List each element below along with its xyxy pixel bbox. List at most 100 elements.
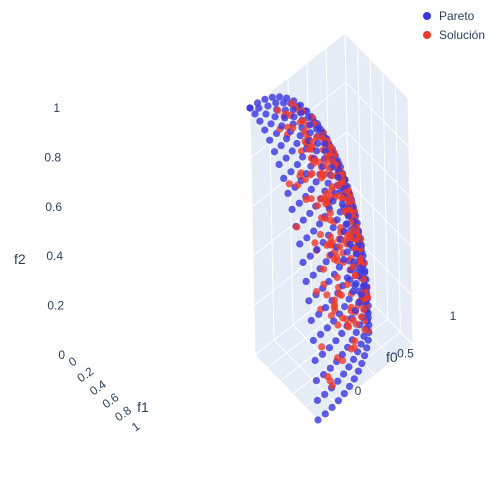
legend-item-pareto[interactable]: Pareto — [418, 6, 498, 25]
gridline — [394, 84, 401, 333]
point-pareto — [359, 282, 367, 291]
point-solucion — [339, 357, 347, 365]
point-solucion — [299, 117, 307, 125]
point-pareto — [329, 224, 337, 232]
y-tick-label: 0 — [66, 354, 80, 369]
point-pareto — [354, 367, 362, 375]
point-pareto — [282, 154, 290, 162]
point-pareto — [349, 287, 357, 295]
point-solucion — [334, 321, 342, 329]
point-pareto — [271, 113, 279, 121]
point-pareto — [296, 240, 304, 248]
point-pareto — [355, 298, 363, 306]
legend-label-pareto: Pareto — [439, 8, 475, 23]
point-pareto — [299, 258, 307, 266]
z-tick-label: 1 — [53, 101, 60, 115]
point-pareto — [309, 336, 317, 345]
point-solucion — [326, 209, 334, 217]
z-tick-label: 0.6 — [45, 200, 62, 214]
point-solucion — [308, 169, 316, 178]
point-solucion — [318, 343, 326, 351]
z-tick-label: 0.4 — [46, 249, 63, 263]
point-solucion — [351, 244, 359, 253]
point-solucion — [313, 202, 322, 210]
point-solucion — [289, 124, 297, 132]
point-pareto — [272, 99, 280, 107]
legend-item-solucion[interactable]: Solución — [418, 25, 498, 44]
point-pareto — [332, 337, 340, 345]
point-pareto — [352, 280, 360, 288]
point-pareto — [295, 199, 303, 207]
point-solucion — [274, 106, 282, 114]
point-pareto — [343, 274, 351, 282]
point-solucion — [330, 296, 339, 304]
point-pareto — [338, 200, 346, 208]
point-pareto — [280, 99, 288, 107]
point-pareto — [340, 370, 348, 378]
z-tick-label: 0.2 — [47, 299, 64, 313]
point-pareto — [343, 220, 351, 228]
point-pareto — [329, 197, 337, 205]
point-pareto — [350, 375, 358, 383]
point-pareto — [341, 303, 349, 311]
legend-swatch-pareto — [423, 11, 431, 20]
point-pareto — [333, 216, 341, 224]
point-pareto — [321, 140, 329, 148]
point-solucion — [311, 239, 319, 247]
point-pareto — [288, 205, 296, 213]
point-pareto — [305, 297, 313, 305]
x-tick-label: 1 — [450, 309, 457, 323]
point-pareto — [338, 329, 346, 337]
point-pareto — [306, 252, 314, 260]
point-pareto — [287, 168, 295, 176]
point-solucion — [328, 238, 336, 247]
point-pareto — [325, 277, 333, 286]
point-pareto — [297, 109, 305, 117]
point-pareto — [289, 106, 297, 114]
point-pareto — [313, 125, 321, 133]
point-pareto — [314, 139, 322, 148]
point-pareto — [352, 250, 360, 258]
legend-swatch-solucion — [423, 30, 431, 39]
point-pareto — [352, 306, 360, 314]
point-pareto — [266, 136, 274, 144]
point-solucion — [344, 322, 352, 330]
point-pareto — [299, 153, 307, 161]
point-pareto — [278, 122, 286, 130]
point-pareto — [346, 240, 354, 248]
point-solucion — [326, 233, 335, 241]
point-pareto — [268, 93, 276, 101]
gridline — [254, 279, 351, 356]
point-pareto — [343, 248, 351, 256]
point-pareto — [306, 209, 314, 217]
x-tick-label: 0.5 — [397, 347, 414, 361]
point-pareto — [262, 110, 270, 118]
point-pareto — [306, 129, 314, 137]
point-pareto — [363, 344, 371, 352]
point-pareto — [316, 220, 324, 228]
point-solucion — [336, 243, 344, 251]
pane-z0 — [255, 280, 413, 420]
point-solucion — [360, 305, 368, 314]
point-solucion — [319, 171, 328, 179]
point-solucion — [323, 155, 331, 163]
gridline — [344, 32, 409, 99]
point-pareto — [312, 377, 320, 385]
point-solucion — [337, 291, 345, 299]
point-pareto — [293, 139, 301, 148]
point-pareto — [340, 390, 348, 398]
point-pareto — [323, 324, 331, 332]
point-pareto — [310, 227, 318, 235]
point-pareto — [321, 410, 329, 418]
point-pareto — [302, 277, 310, 285]
gridline — [292, 324, 357, 391]
point-pareto — [317, 330, 325, 338]
point-pareto — [314, 416, 322, 424]
gridline — [346, 131, 411, 198]
point-pareto — [299, 216, 307, 224]
point-pareto — [275, 160, 283, 168]
point-solucion — [333, 273, 341, 281]
point-pareto — [311, 356, 319, 365]
